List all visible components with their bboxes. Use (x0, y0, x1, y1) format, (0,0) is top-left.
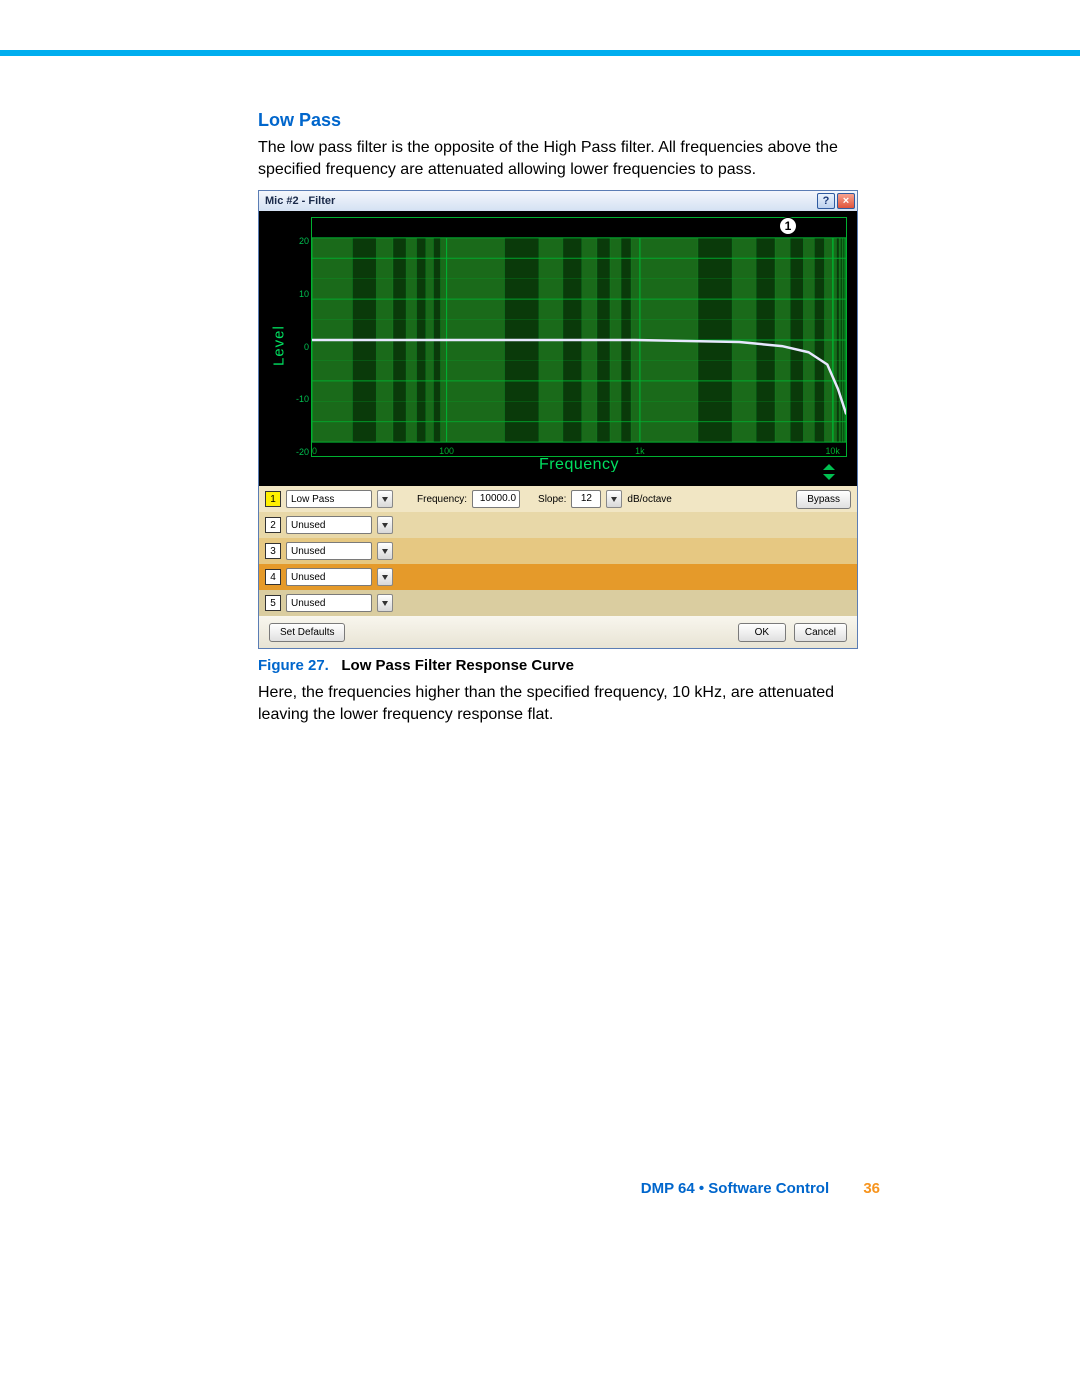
slope-label: Slope: (538, 494, 566, 505)
frequency-label: Frequency: (417, 494, 467, 505)
outro-paragraph: Here, the frequencies higher than the sp… (258, 682, 858, 725)
figure-number: Figure 27. (258, 657, 329, 674)
filter-type-dropdown-button[interactable] (377, 594, 393, 612)
scroll-down-icon[interactable] (823, 474, 835, 480)
figure-title: Low Pass Filter Response Curve (341, 657, 574, 674)
slope-value[interactable]: 12 (571, 490, 601, 508)
filter-row: 5 Unused (259, 590, 857, 616)
slope-unit: dB/octave (627, 494, 671, 505)
dialog-button-bar: Set Defaults OK Cancel (259, 616, 857, 648)
y-tick: 0 (289, 343, 311, 352)
filter-index-box[interactable]: 2 (265, 517, 281, 533)
filter-type-field[interactable]: Unused (286, 594, 372, 612)
scroll-up-icon[interactable] (823, 464, 835, 470)
filter-window: Mic #2 - Filter ? × 1 Level 20 10 0 -10 … (258, 190, 858, 649)
filter-type-dropdown-button[interactable] (377, 490, 393, 508)
y-tick: -20 (289, 448, 311, 457)
filter-type-dropdown-button[interactable] (377, 542, 393, 560)
filter-index-box[interactable]: 1 (265, 491, 281, 507)
footer-page-number: 36 (863, 1180, 880, 1197)
filter-row: 4 Unused (259, 564, 857, 590)
filter-row: 1 Low Pass Frequency: 10000.0 Slope: 12 dB/oct… (259, 486, 857, 512)
page-top-stripe (0, 50, 1080, 56)
ok-button[interactable]: OK (738, 623, 786, 642)
page-footer: DMP 64 • Software Control 36 (641, 1180, 880, 1197)
svg-text:20: 20 (311, 446, 317, 456)
y-tick: -10 (289, 395, 311, 404)
section-heading: Low Pass (258, 110, 858, 131)
svg-text:10k: 10k (825, 446, 840, 456)
filter-type-dropdown-button[interactable] (377, 516, 393, 534)
filter-index-box[interactable]: 5 (265, 595, 281, 611)
y-tick: 20 (289, 237, 311, 246)
y-axis-label: Level (269, 217, 289, 474)
y-axis-ticks: 20 10 0 -10 -20 (289, 237, 311, 457)
svg-text:1k: 1k (635, 446, 645, 456)
filter-index-box[interactable]: 3 (265, 543, 281, 559)
frequency-input[interactable]: 10000.0 (472, 490, 520, 508)
filter-rows-container: 1 Low Pass Frequency: 10000.0 Slope: 12 dB/oct… (259, 486, 857, 616)
window-titlebar[interactable]: Mic #2 - Filter ? × (259, 191, 857, 211)
slope-dropdown-button[interactable] (606, 490, 622, 508)
filter-row: 2 Unused (259, 512, 857, 538)
set-defaults-button[interactable]: Set Defaults (269, 623, 345, 642)
filter-type-field[interactable]: Unused (286, 516, 372, 534)
y-tick: 10 (289, 290, 311, 299)
window-title: Mic #2 - Filter (265, 195, 815, 207)
bypass-button[interactable]: Bypass (796, 490, 851, 509)
filter-type-field[interactable]: Unused (286, 568, 372, 586)
page-content: Low Pass The low pass filter is the oppo… (258, 110, 858, 735)
filter-type-dropdown-button[interactable] (377, 568, 393, 586)
footer-doc-title: DMP 64 • Software Control (641, 1180, 829, 1197)
close-button[interactable]: × (837, 193, 855, 209)
filter-type-field[interactable]: Unused (286, 542, 372, 560)
cancel-button[interactable]: Cancel (794, 623, 847, 642)
filter-type-field[interactable]: Low Pass (286, 490, 372, 508)
response-chart[interactable]: 20 100 1k 10k (311, 217, 847, 457)
figure-caption: Figure 27. Low Pass Filter Response Curv… (258, 657, 858, 674)
intro-paragraph: The low pass filter is the opposite of t… (258, 137, 858, 180)
svg-text:100: 100 (439, 446, 454, 456)
filter-row: 3 Unused (259, 538, 857, 564)
help-button[interactable]: ? (817, 193, 835, 209)
chart-scroll-controls (269, 472, 847, 482)
filter-index-box[interactable]: 4 (265, 569, 281, 585)
chart-area: 1 Level 20 10 0 -10 -20 201001k10k Frequ… (259, 211, 857, 486)
